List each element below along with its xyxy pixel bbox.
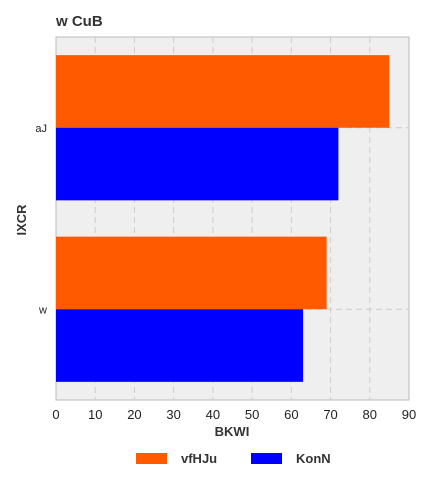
x-tick-label: 40 — [206, 407, 220, 422]
bars — [56, 55, 390, 382]
legend-label: KonN — [296, 451, 331, 466]
y-tick-label: aJ — [35, 123, 47, 135]
bar-vfHJu-aJ — [56, 55, 390, 128]
bar-KonN-aJ — [56, 127, 339, 201]
x-tick-label: 30 — [166, 407, 180, 422]
legend-swatch-vfHJu — [136, 453, 167, 464]
x-tick-label: 90 — [402, 407, 416, 422]
bar-KonN-w — [56, 309, 304, 382]
legend-swatch-KonN — [251, 453, 282, 464]
y-axis-label: IXCR — [14, 204, 29, 236]
x-tick-label: 80 — [363, 407, 377, 422]
y-tick-labels: aJ w — [35, 123, 47, 317]
y-tick-label: w — [38, 304, 47, 316]
x-tick-label: 20 — [127, 407, 141, 422]
legend-label: vfHJu — [181, 451, 217, 466]
x-axis-label: BKWI — [215, 424, 250, 439]
x-tick-label: 10 — [88, 407, 102, 422]
x-tick-label: 50 — [245, 407, 259, 422]
chart-title: w CuB — [55, 13, 103, 30]
x-tick-label: 60 — [284, 407, 298, 422]
x-tick-label: 0 — [52, 407, 59, 422]
x-tick-label: 70 — [323, 407, 337, 422]
bar-vfHJu-w — [56, 236, 327, 310]
legend: vfHJu KonN — [136, 451, 331, 466]
x-tick-labels: 0 10 20 30 40 50 60 70 80 90 — [52, 407, 416, 422]
